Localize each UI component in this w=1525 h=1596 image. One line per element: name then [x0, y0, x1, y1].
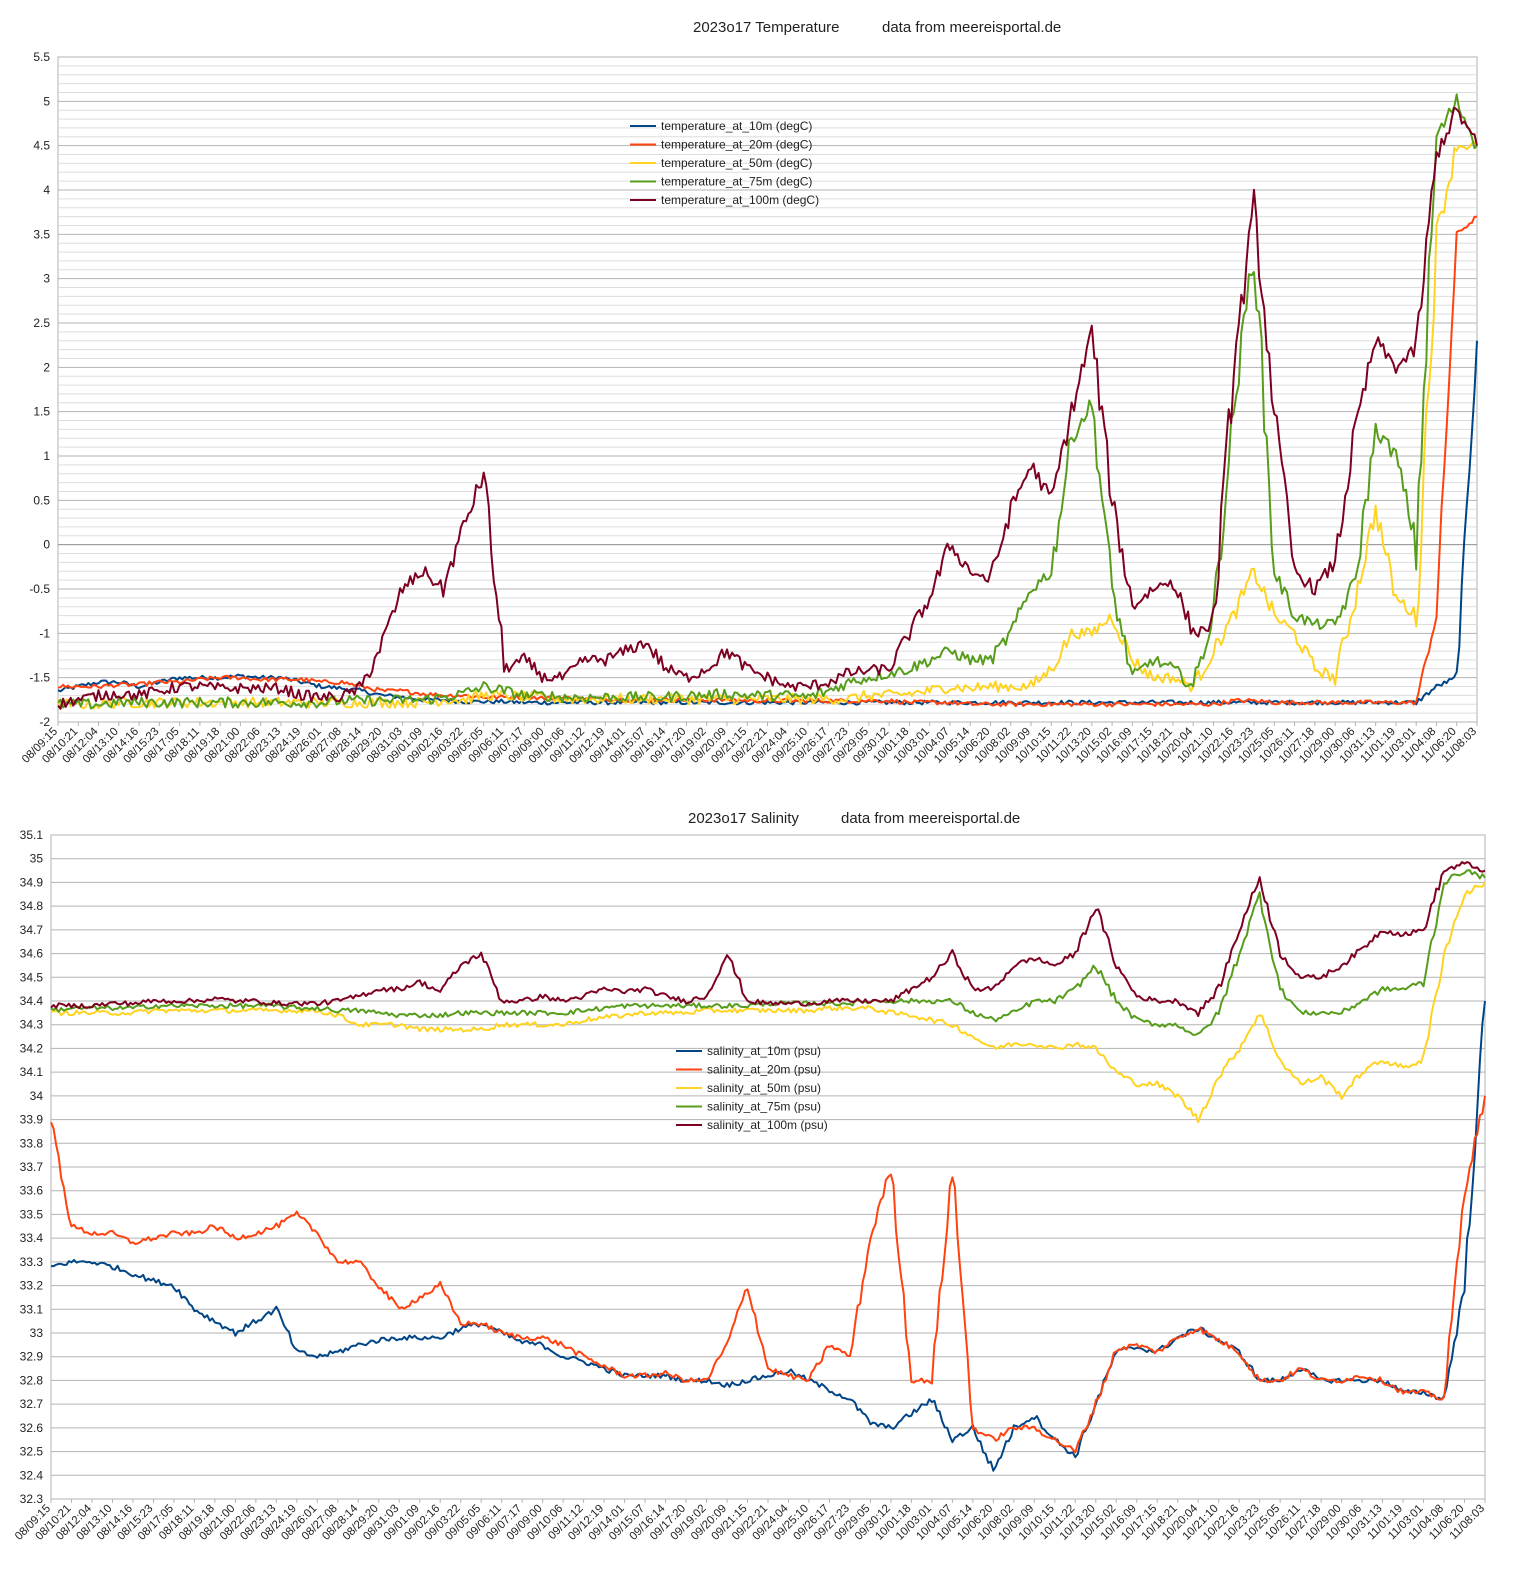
temperature-chart-source-note: data from meereisportal.de — [882, 19, 1061, 36]
y-tick-label: 33.7 — [20, 1160, 44, 1174]
legend-label: temperature_at_20m (degC) — [661, 138, 812, 152]
y-tick-label: -0.5 — [29, 582, 50, 596]
series-line-1 — [50, 1095, 1486, 1454]
series-line-4 — [50, 861, 1486, 1018]
y-tick-label: 32.8 — [20, 1373, 44, 1387]
legend-label: salinity_at_100m (psu) — [707, 1118, 828, 1132]
legend-label: temperature_at_75m (degC) — [661, 175, 812, 189]
y-tick-label: 34.7 — [20, 923, 44, 937]
temperature-x-axis: 08/09:1508/10:2108/12:0408/13:1008/14:16… — [20, 722, 1479, 766]
y-tick-label: 5.5 — [33, 50, 50, 64]
y-tick-label: 32.9 — [20, 1350, 44, 1364]
y-tick-label: 32.5 — [20, 1445, 44, 1459]
salinity-x-axis: 08/09:1508/10:2108/12:0408/13:1008/14:16… — [13, 1499, 1487, 1543]
y-tick-label: 32.6 — [20, 1421, 44, 1435]
y-tick-label: 34.1 — [20, 1065, 44, 1079]
y-tick-label: 34.8 — [20, 899, 44, 913]
legend-label: temperature_at_100m (degC) — [661, 193, 819, 207]
salinity-y-axis: 35.1 35 34.9 34.8 34.7 34.6 34.5 34.4 34.3 34.2 34… — [20, 828, 44, 1506]
y-tick-label: 32.4 — [20, 1468, 44, 1482]
y-tick-label: 33.4 — [20, 1231, 44, 1245]
y-tick-label: 34.4 — [20, 994, 44, 1008]
y-tick-label: 34.3 — [20, 1018, 44, 1032]
salinity-chart-title: 2023o17 Salinity — [688, 810, 799, 827]
legend-label: temperature_at_10m (degC) — [661, 119, 812, 133]
y-tick-label: 5 — [43, 94, 50, 108]
y-tick-label: 4.5 — [33, 139, 50, 153]
y-tick-label: 4 — [43, 183, 50, 197]
legend-label: temperature_at_50m (degC) — [661, 156, 812, 170]
series-line-0 — [51, 1000, 1486, 1472]
legend-label: salinity_at_20m (psu) — [707, 1063, 821, 1077]
salinity-grid — [50, 834, 1486, 1500]
y-tick-label: 33.6 — [20, 1184, 44, 1198]
salinity-chart: 2023o17 Salinity data from meereisportal… — [13, 810, 1487, 1543]
y-tick-label: 33.8 — [20, 1136, 44, 1150]
y-tick-label: 34 — [30, 1089, 44, 1103]
y-tick-label: -1.5 — [29, 671, 50, 685]
series-line-2 — [50, 881, 1486, 1124]
y-tick-label: 33.1 — [20, 1302, 44, 1316]
series-line-4 — [57, 106, 1478, 710]
y-tick-label: 33.5 — [20, 1207, 44, 1221]
y-tick-label: 1 — [43, 449, 50, 463]
y-tick-label: 34.5 — [20, 970, 44, 984]
y-tick-label: 34.6 — [20, 947, 44, 961]
legend-label: salinity_at_10m (psu) — [707, 1044, 821, 1058]
y-tick-label: 1.5 — [33, 405, 50, 419]
temperature-series-group — [57, 93, 1478, 710]
y-tick-label: 34.9 — [20, 875, 44, 889]
temperature-legend: temperature_at_10m (degC) temperature_at_… — [630, 119, 819, 207]
series-line-2 — [57, 141, 1478, 710]
series-line-3 — [57, 93, 1478, 710]
salinity-legend: salinity_at_10m (psu) salinity_at_20m (ps… — [676, 1044, 828, 1132]
y-tick-label: 2.5 — [33, 316, 50, 330]
y-tick-label: 3 — [43, 272, 50, 286]
temperature-chart-title: 2023o17 Temperature — [693, 19, 840, 36]
y-tick-label: 0 — [43, 538, 50, 552]
salinity-chart-source-note: data from meereisportal.de — [841, 810, 1020, 827]
y-tick-label: -1 — [39, 626, 50, 640]
legend-label: salinity_at_75m (psu) — [707, 1100, 821, 1114]
y-tick-label: -2 — [39, 715, 50, 729]
y-tick-label: 34.2 — [20, 1041, 44, 1055]
y-tick-label: 33.2 — [20, 1279, 44, 1293]
y-tick-label: 33.9 — [20, 1113, 44, 1127]
temperature-y-axis: 5.5 5 4.5 4 3.5 3 2.5 2 1.5 1 0.5 0 -0.5 -1 -1.5 -2 — [29, 50, 50, 729]
temperature-chart: 2023o17 Temperature data from meereispor… — [20, 19, 1479, 766]
y-tick-label: 32.3 — [20, 1492, 44, 1506]
salinity-series-group — [50, 861, 1486, 1472]
y-tick-label: 32.7 — [20, 1397, 44, 1411]
y-tick-label: 35.1 — [20, 828, 44, 842]
y-tick-label: 2 — [43, 360, 50, 374]
y-tick-label: 35 — [30, 852, 44, 866]
y-tick-label: 0.5 — [33, 493, 50, 507]
series-line-1 — [57, 215, 1478, 708]
y-tick-label: 3.5 — [33, 227, 50, 241]
y-tick-label: 33.3 — [20, 1255, 44, 1269]
y-tick-label: 33 — [30, 1326, 44, 1340]
legend-label: salinity_at_50m (psu) — [707, 1081, 821, 1095]
